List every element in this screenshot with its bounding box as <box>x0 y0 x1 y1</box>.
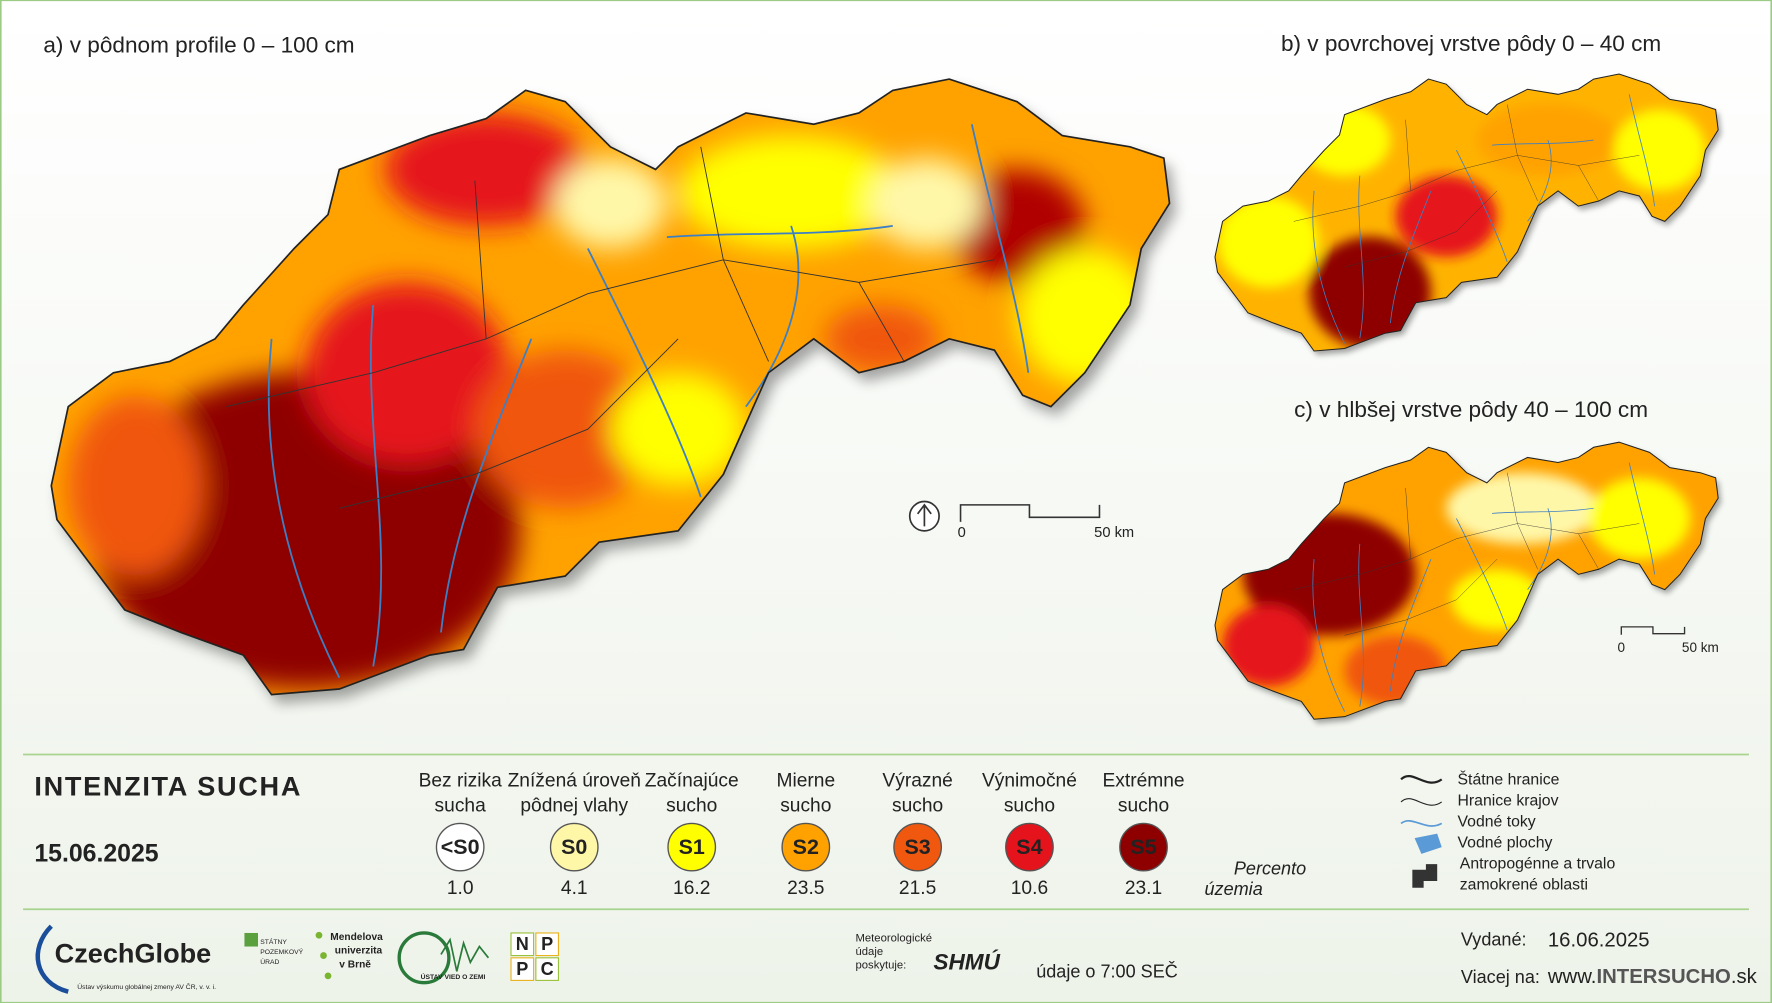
class-name: sucho <box>1004 796 1055 817</box>
class-percent: 4.1 <box>561 878 588 899</box>
meteo-text: poskytuje: <box>856 960 907 972</box>
scale-label: 50 km <box>1682 640 1719 655</box>
class-name: sucho <box>1118 796 1169 817</box>
logo-text: v Brně <box>339 959 371 970</box>
class-swatch <box>549 822 599 872</box>
class-swatch <box>1119 822 1168 872</box>
class-name: Výrazné <box>882 771 952 792</box>
symbol-label: Vodné plochy <box>1458 835 1553 852</box>
web-part: .sk <box>1731 967 1758 989</box>
logo-text: Ústav výskumu globálnej zmeny AV ČR, v. … <box>77 982 216 991</box>
symbol-label: Antropogénne a trvalo <box>1460 856 1616 873</box>
logo-text: Mendelova <box>330 932 383 943</box>
class-name: sucha <box>435 796 487 817</box>
scale-label: 0 <box>958 525 966 541</box>
logo-text: P <box>541 934 553 954</box>
class-percent: 10.6 <box>1011 878 1048 899</box>
main-map <box>50 78 1171 696</box>
class-percent: 23.5 <box>787 878 824 899</box>
issued-label: Vydané: <box>1461 930 1527 950</box>
class-code: S0 <box>561 835 587 859</box>
scale-label: 50 km <box>1094 525 1134 541</box>
class-swatch <box>893 822 943 872</box>
class-percent: 1.0 <box>447 878 474 899</box>
logo-text: ÚSTAV VIED O ZEMI <box>421 972 486 981</box>
logo-text: POZEMKOVÝ <box>260 947 303 956</box>
meteo-text: údaje <box>856 946 884 958</box>
symbol-label: Vodné toky <box>1458 814 1536 831</box>
class-code: <S0 <box>441 835 480 859</box>
time-note: údaje o 7:00 SEČ <box>1036 960 1178 981</box>
nppc-tile <box>535 932 560 957</box>
symbol-legend: Štátne hranice Hranice krajov Vodné toky Vo… <box>1458 770 1616 894</box>
class-name: sucho <box>666 796 717 817</box>
nppc-tile <box>535 957 560 981</box>
legend-title: INTENZITA SUCHA <box>34 771 302 802</box>
class-name: sucho <box>780 796 831 817</box>
percent-caption: Percento <box>1234 858 1306 878</box>
class-name: Mierne <box>776 771 835 792</box>
website[interactable]: www.INTERSUCHO.sk <box>1547 967 1758 989</box>
class-swatch <box>667 822 717 872</box>
nppc-tile <box>510 957 535 981</box>
class-code: S5 <box>1130 835 1156 859</box>
class-name: Výnimočné <box>982 771 1077 792</box>
map-title: c) v hlbšej vrstve pôdy 40 – 100 cm <box>1294 397 1648 422</box>
class-name: Začínajúce <box>645 771 739 792</box>
class-name: Bez rizika <box>419 771 502 792</box>
meteo-text: Meteorologické <box>856 933 933 945</box>
percent-caption: územia <box>1205 879 1263 899</box>
nppc-tile <box>510 932 535 957</box>
class-percent: 16.2 <box>673 878 710 899</box>
logo-text: univerzita <box>335 946 383 957</box>
surface-map <box>1214 73 1719 352</box>
logo-text: ÚRAD <box>260 957 279 966</box>
map-title: a) v pôdnom profile 0 – 100 cm <box>43 32 354 57</box>
class-code: S1 <box>679 835 705 859</box>
legend-date: 15.06.2025 <box>34 841 158 868</box>
logo-text: CzechGlobe <box>55 938 212 969</box>
logo-text: C <box>541 959 554 979</box>
class-name: pôdnej vlahy <box>520 796 628 817</box>
map-title: b) v povrchovej vrstve pôdy 0 – 40 cm <box>1281 31 1661 56</box>
symbol-label: Hranice krajov <box>1458 793 1559 810</box>
class-code: S3 <box>905 835 931 859</box>
shmu-logo: SHMÚ <box>933 949 1000 974</box>
legend-classes: Bez rizika sucha <S0 1.0 Znížená úroveň pôdne… <box>419 771 1185 899</box>
footer: CzechGlobe Ústav výskumu globálnej zmeny… <box>35 924 1758 994</box>
scale-bar: 0 50 km <box>908 500 1134 541</box>
symbol-icons <box>1400 775 1443 888</box>
logo-text: STÁTNY <box>260 937 287 946</box>
class-swatch <box>435 822 485 872</box>
issued-date: 16.06.2025 <box>1548 929 1650 951</box>
class-swatch <box>781 822 831 872</box>
class-name: Znížená úroveň <box>508 771 641 792</box>
logo-text: N <box>516 934 529 954</box>
class-percent: 21.5 <box>899 878 936 899</box>
more-label: Viacej na: <box>1461 967 1540 987</box>
web-part: www. <box>1547 967 1597 989</box>
class-percent: 23.1 <box>1125 878 1162 899</box>
class-code: S4 <box>1016 835 1042 859</box>
symbol-label: zamokrené oblasti <box>1460 877 1588 894</box>
class-name: Extrémne <box>1102 771 1184 792</box>
class-swatch <box>1005 822 1054 872</box>
web-part: INTERSUCHO <box>1596 967 1730 989</box>
logo-text: P <box>516 959 528 979</box>
class-name: sucho <box>892 796 943 817</box>
scale-bar: 0 50 km <box>1618 626 1719 655</box>
class-code: S2 <box>793 835 819 859</box>
scale-label: 0 <box>1618 640 1626 655</box>
symbol-label: Štátne hranice <box>1458 770 1560 789</box>
